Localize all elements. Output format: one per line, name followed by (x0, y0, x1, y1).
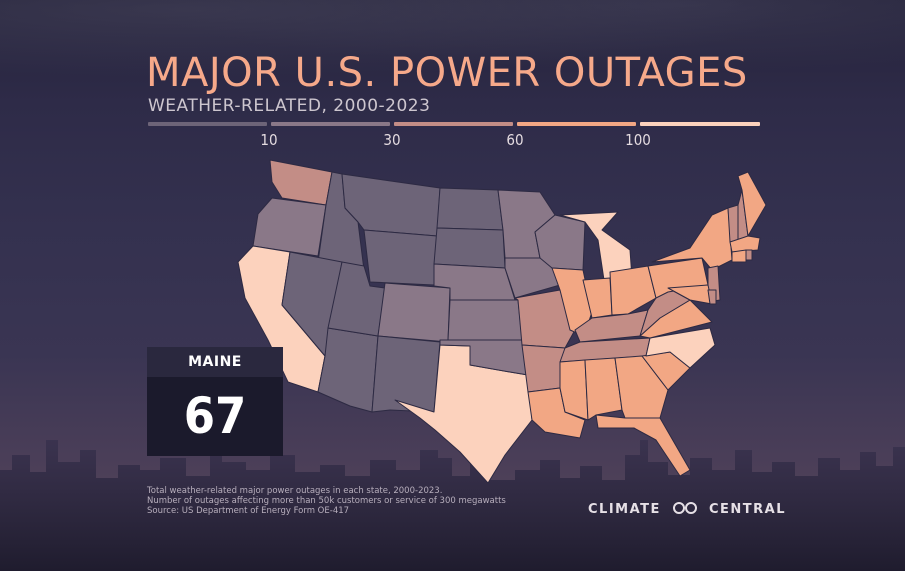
legend-bin-2 (271, 122, 390, 126)
legend-bin-1 (148, 122, 267, 126)
legend-bin-3 (394, 122, 513, 126)
state-wyoming[interactable] (363, 229, 438, 286)
state-rhode-island[interactable] (745, 249, 753, 261)
callout-value: 67 (183, 387, 247, 445)
legend-tick: 30 (383, 131, 401, 149)
footnote-line: Number of outages affecting more than 50… (147, 496, 506, 506)
state-maine[interactable] (737, 171, 767, 237)
state-connecticut[interactable] (731, 249, 747, 263)
state-florida[interactable] (595, 414, 691, 477)
state-new-mexico[interactable] (371, 335, 441, 413)
source-line: Source: US Department of Energy Form OE-… (147, 506, 350, 516)
state-callout: MAINE 67 (147, 347, 283, 456)
state-massachusetts[interactable] (729, 235, 761, 253)
state-washington[interactable] (269, 159, 333, 206)
legend-bin-4 (517, 122, 636, 126)
legend-bin-5 (640, 122, 760, 126)
legend-tick: 100 (625, 131, 651, 149)
state-arkansas[interactable] (521, 344, 566, 393)
climate-central-logo: CLIMATE CENTRAL (588, 502, 786, 517)
footnotes: Total weather-related major power outage… (147, 486, 506, 516)
logo-rings-icon (672, 502, 697, 514)
subtitle: WEATHER-RELATED, 2000-2023 (148, 96, 431, 116)
logo-word-left: CLIMATE (588, 502, 661, 517)
state-ohio[interactable] (609, 265, 657, 316)
page-title: MAJOR U.S. POWER OUTAGES (146, 50, 748, 96)
state-alabama[interactable] (584, 357, 623, 421)
state-mississippi[interactable] (559, 359, 589, 421)
legend-tick: 60 (506, 131, 524, 149)
callout-state-name: MAINE (147, 347, 283, 377)
state-kansas[interactable] (447, 299, 523, 341)
state-arizona[interactable] (317, 327, 379, 413)
state-vermont[interactable] (727, 204, 739, 243)
legend-tick: 10 (260, 131, 278, 149)
footnote-line: Total weather-related major power outage… (147, 486, 443, 496)
state-north-dakota[interactable] (436, 187, 504, 231)
color-legend: 10 30 60 100 (148, 122, 760, 152)
state-south-dakota[interactable] (433, 227, 506, 269)
cloud-band (0, 0, 905, 90)
state-delaware[interactable] (707, 289, 717, 305)
state-colorado[interactable] (377, 282, 451, 343)
logo-word-right: CENTRAL (708, 502, 786, 517)
